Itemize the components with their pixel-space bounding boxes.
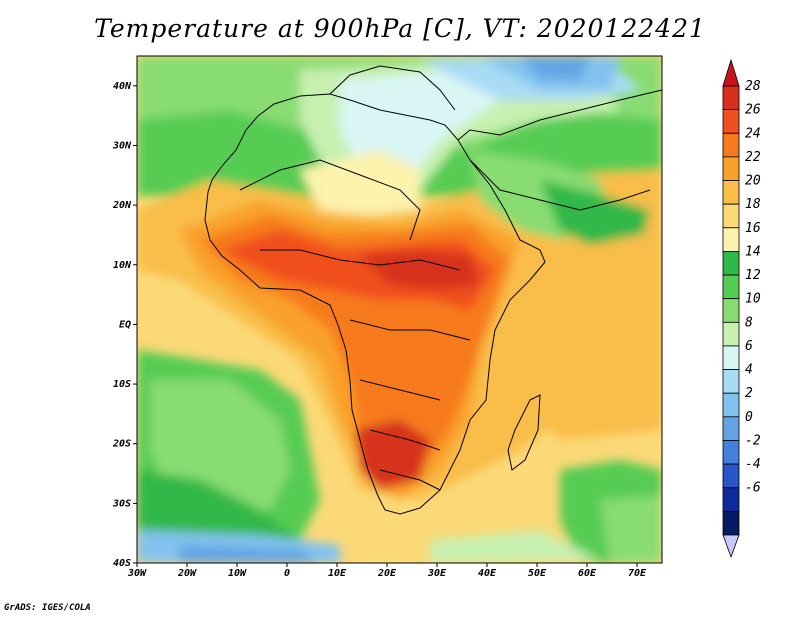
- map-title: Temperature at 900hPa [C], VT: 202012242…: [94, 14, 706, 43]
- colorbar-label: 0: [745, 410, 753, 425]
- y-tick-label: 30S: [112, 498, 131, 509]
- colorbar-label: -6: [745, 481, 761, 496]
- x-tick-label: 30E: [427, 568, 447, 579]
- x-tick-label: 20W: [177, 568, 197, 579]
- colorbar-swatch: [722, 345, 740, 370]
- colorbar-label: 26: [745, 103, 761, 118]
- colorbar-swatch: [722, 392, 740, 418]
- colorbar-label: 20: [745, 174, 761, 189]
- x-tick-label: 30W: [127, 568, 147, 579]
- colorbar-swatch: [722, 440, 740, 465]
- colorbar-label: 22: [745, 150, 761, 165]
- y-tick-label: 20N: [112, 200, 132, 211]
- colorbar-swatch: [722, 274, 740, 300]
- colorbar-swatch: [722, 85, 740, 111]
- y-tick-label: 40N: [113, 81, 132, 92]
- colorbar-swatch: [722, 180, 740, 205]
- colorbar-swatch: [722, 463, 740, 489]
- colorbar-label: 16: [745, 221, 761, 236]
- y-tick-label: 10S: [113, 379, 131, 390]
- y-tick-label: EQ: [119, 319, 131, 330]
- x-tick-label: 10W: [228, 568, 247, 579]
- colorbar-label: -4: [745, 457, 761, 472]
- x-tick-label: 50E: [528, 568, 547, 579]
- colorbar-label: 24: [745, 126, 761, 141]
- y-tick-label: 10N: [113, 260, 132, 271]
- colorbar-label: 8: [745, 315, 753, 330]
- colorbar-swatch: [722, 156, 740, 181]
- y-tick-label: 40S: [113, 558, 131, 569]
- colorbar-swatch: [722, 251, 740, 276]
- colorbar-swatch: [722, 416, 740, 441]
- y-tick-label: 20S: [112, 439, 131, 450]
- colorbar-label: 14: [745, 244, 761, 259]
- x-axis-ticks: 30W 20W 10W 0 10E 20E 30E 40E 50E 60E 70E: [127, 563, 647, 579]
- colorbar-swatch: [722, 321, 740, 347]
- y-tick-label: 30N: [112, 140, 132, 151]
- x-tick-label: 10E: [328, 568, 347, 579]
- colorbar-label: 10: [745, 292, 761, 307]
- colorbar-label: -2: [745, 433, 761, 448]
- x-tick-label: 20E: [377, 568, 397, 579]
- colorbar-swatch: [722, 109, 740, 134]
- colorbar-label: 12: [745, 268, 761, 283]
- temperature-field: [137, 56, 662, 563]
- x-tick-label: 0: [284, 568, 290, 579]
- x-tick-label: 70E: [628, 568, 647, 579]
- colorbar-swatch: [722, 203, 740, 229]
- y-axis-ticks: 40N 30N 20N 10N EQ 10S 20S 30S 40S: [112, 81, 137, 569]
- x-tick-label: 60E: [578, 568, 597, 579]
- colorbar-swatch: [722, 227, 740, 252]
- colorbar-label: 28: [745, 79, 761, 94]
- colorbar-swatch: [722, 510, 740, 536]
- colorbar-label: 2: [745, 386, 753, 401]
- coastlines: [204, 65, 662, 515]
- colorbar-swatch: [722, 298, 740, 323]
- colorbar-swatch: [722, 132, 740, 158]
- colorbar-swatch: [722, 369, 740, 394]
- colorbar-label: 18: [745, 197, 761, 212]
- colorbar-top-arrow: [722, 58, 740, 87]
- colorbar-label: 6: [745, 339, 753, 354]
- plot-frame: [136, 55, 663, 564]
- colorbar-swatch: [722, 487, 740, 512]
- colorbar-bottom-arrow: [722, 534, 740, 559]
- x-tick-label: 40E: [478, 568, 497, 579]
- credit-text: GrADS: IGES/COLA: [4, 603, 91, 613]
- colorbar-label: 4: [745, 363, 753, 378]
